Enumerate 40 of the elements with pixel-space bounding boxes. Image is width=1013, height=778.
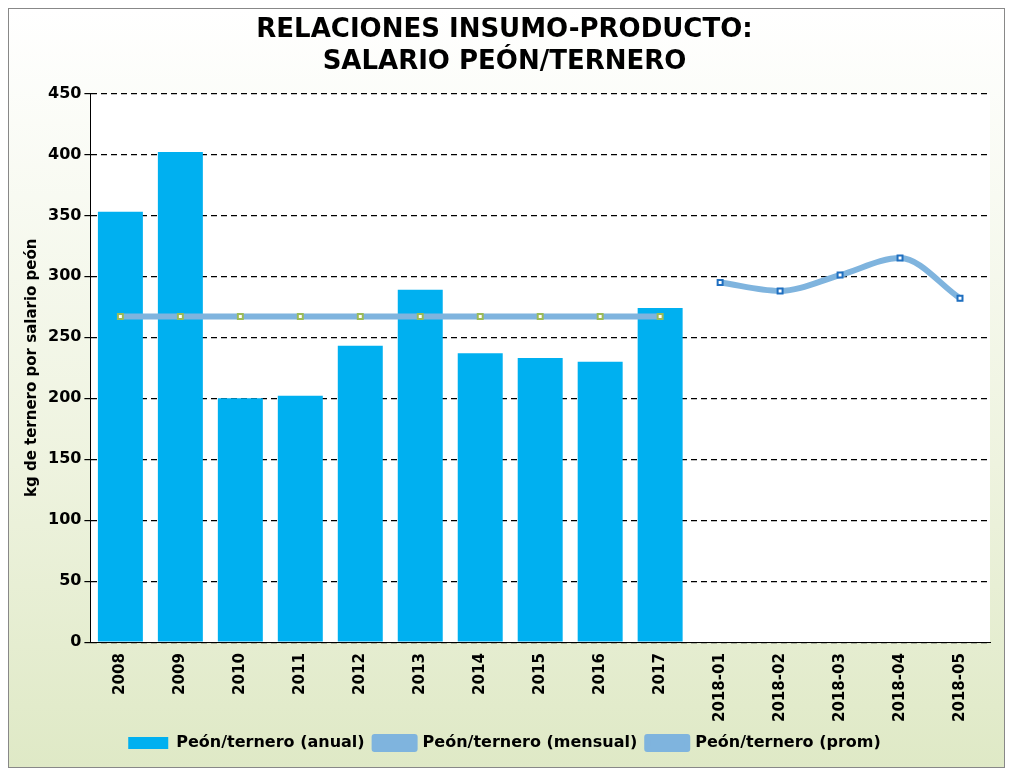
- bar: [277, 395, 323, 642]
- x-tick-label: 2018-02: [769, 653, 788, 723]
- x-tick-label: 2009: [170, 653, 189, 695]
- legend-label: Peón/ternero (prom): [695, 732, 881, 752]
- x-tick-label: 2011: [290, 653, 309, 695]
- x-tick-label: 2013: [410, 653, 429, 695]
- bar: [517, 358, 563, 642]
- legend-label: Peón/ternero (anual): [176, 732, 365, 752]
- legend-label: Peón/ternero (mensual): [422, 732, 638, 752]
- y-tick-label: 300: [47, 265, 82, 285]
- x-tick-label: 2018-03: [829, 653, 848, 723]
- chart-title: RELACIONES INSUMO-PRODUCTO: SALARIO PEÓN/TERNERO: [256, 13, 753, 75]
- x-tick-label: 2015: [530, 653, 549, 695]
- x-tick-label: 2018-04: [889, 653, 908, 723]
- x-tick-label: 2018-05: [949, 653, 968, 723]
- bar: [217, 398, 263, 642]
- bar: [397, 289, 443, 642]
- y-tick-label: 200: [47, 387, 82, 407]
- y-tick-label: 100: [47, 509, 82, 529]
- bar: [337, 345, 383, 642]
- x-tick-label: 2016: [590, 653, 609, 695]
- y-tick-label: 250: [47, 326, 82, 346]
- x-tick-label: 2008: [110, 653, 129, 695]
- y-tick-label: 50: [59, 570, 82, 590]
- bar: [157, 151, 203, 642]
- y-tick-label: 350: [47, 204, 82, 224]
- y-tick-label: 150: [47, 448, 82, 468]
- y-tick-label: 0: [70, 631, 82, 651]
- y-tick-label: 400: [47, 143, 82, 163]
- x-tick-label: 2014: [470, 653, 489, 695]
- bar: [637, 308, 683, 642]
- bar: [577, 361, 623, 642]
- bar: [457, 353, 503, 642]
- x-tick-label: 2012: [350, 653, 369, 695]
- x-tick-label: 2010: [230, 653, 249, 695]
- x-tick-label: 2018-01: [710, 653, 729, 723]
- y-axis-title: kg de ternero por salario peón: [21, 238, 40, 498]
- x-tick-label: 2017: [650, 653, 669, 695]
- y-tick-label: 450: [47, 82, 82, 102]
- bar: [97, 211, 143, 642]
